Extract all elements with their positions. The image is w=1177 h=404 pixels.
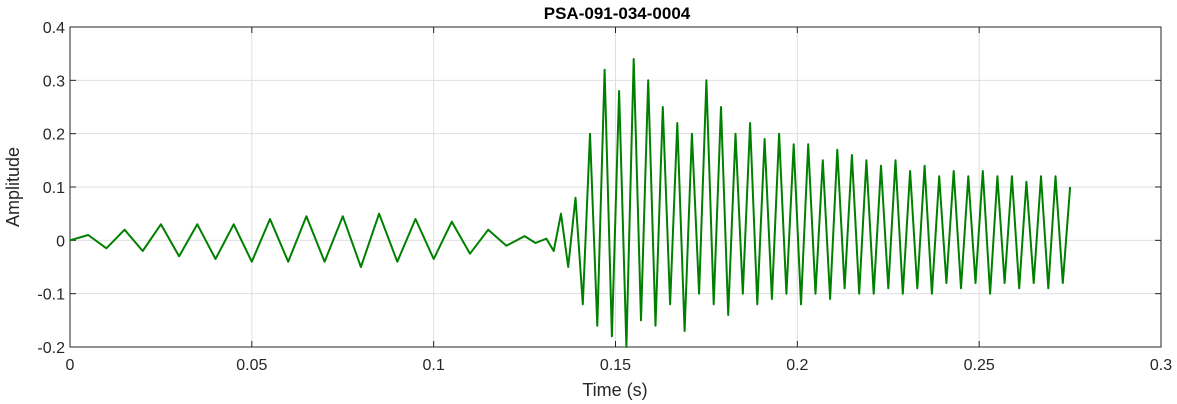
y-tick-label: -0.2 [37,340,65,357]
series-line-amplitude [69,58,1072,348]
x-tick-label: 0.25 [964,357,995,374]
x-tick-label: 0.3 [1150,357,1172,374]
y-tick-label: 0.4 [43,20,65,37]
axis-ticks: 0 0.05 0.1 0.15 0.2 0.25 0.3 -0.2 -0.1 0 0.1 0.2 0.3… [37,20,1172,374]
y-tick-label: -0.1 [37,287,65,304]
x-tick-label: 0.2 [786,357,808,374]
y-axis-label: Amplitude [3,147,23,227]
y-tick-label: 0.1 [43,180,65,197]
x-tick-label: 0.05 [236,357,267,374]
y-tick-label: 0.3 [43,73,65,90]
x-axis-label: Time (s) [582,380,647,400]
y-tick-label: 0 [56,233,65,250]
x-tick-label: 0 [66,357,75,374]
chart-title: PSA-091-034-0004 [544,4,691,23]
y-tick-label: 0.2 [43,127,65,144]
x-tick-label: 0.1 [423,357,445,374]
x-tick-label: 0.15 [600,357,631,374]
